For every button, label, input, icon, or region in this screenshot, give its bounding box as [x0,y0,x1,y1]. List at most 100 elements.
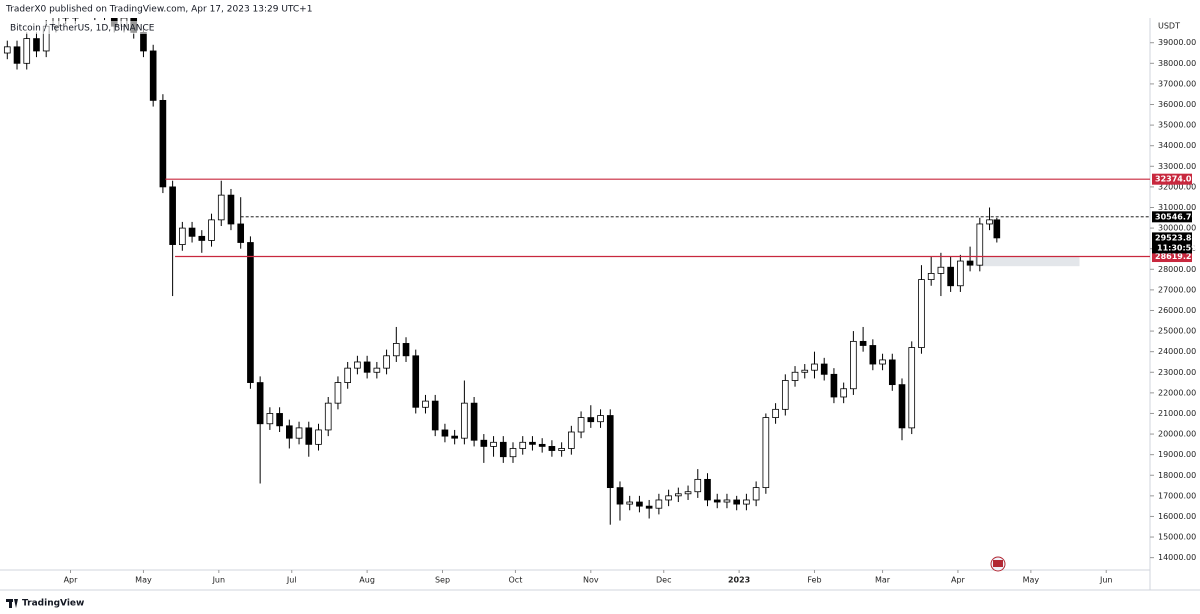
candle-body [830,373,838,398]
level-label: 32374.01 [1155,175,1197,184]
x-tick-label: Jul [286,576,297,585]
y-tick-label: 37000.00 [1158,79,1196,88]
candle-body [850,340,857,390]
candle-body [733,499,740,505]
candle-body [295,427,303,439]
candle-body [363,361,371,373]
footer-brand: TradingView [22,599,84,609]
candle-body [490,441,497,447]
candle-body [159,99,167,188]
candle-body [606,415,614,489]
candle-body [859,340,867,346]
y-tick-label: 14000.00 [1158,553,1196,562]
candle-body [509,448,517,458]
y-tick-label: 28000.00 [1158,265,1196,274]
y-tick-label: 31000.00 [1158,203,1196,212]
candle-body [247,242,254,383]
candle-body [675,493,682,497]
candle-body [927,273,935,280]
candle-body [937,266,945,274]
candle-body [169,186,176,245]
y-tick-label: 36000.00 [1158,100,1196,109]
candle-body [704,478,711,501]
candle-body [276,413,283,427]
y-tick-label: 25000.00 [1158,327,1196,336]
candle-body [538,443,546,447]
candle-body [888,359,896,386]
level-label-bg [1152,173,1192,185]
candle-body [188,227,196,237]
y-tick-label: 15000.00 [1158,533,1196,542]
candle-body [626,501,634,505]
currency-label: USDT [1158,22,1180,31]
candle-body [23,38,31,64]
logo-stem [9,599,12,608]
candle-body [993,219,1001,239]
y-tick-label: 20000.00 [1158,430,1196,439]
candle-body [743,499,750,505]
candle-body [597,415,604,423]
candle-body [33,38,40,52]
y-tick-label: 24000.00 [1158,347,1196,356]
x-tick-label: Jun [1099,576,1113,585]
header-text: TraderX0 published on TradingView.com, A… [5,5,312,15]
x-tick-label: Jun [212,576,226,585]
candle-body [402,343,410,357]
candle-body [13,46,21,64]
candle-body [665,495,672,501]
candle-body [558,448,565,451]
candle-body [305,427,313,445]
event-icon [990,556,1006,572]
candle-body [208,219,215,241]
candle-body [879,359,886,365]
level-label: 28619.26 [1155,252,1197,261]
candle-body [568,431,575,449]
legend: Bitcoin / TetherUS, 1D, BINANCE [10,24,155,34]
x-tick-label: May [135,576,152,585]
y-tick-label: 27000.00 [1158,285,1196,294]
level-label-bg [1152,251,1192,263]
candle-body [392,343,400,357]
countdown: 11:30:59 [1157,243,1197,252]
x-tick-label: Feb [807,576,821,585]
candle-body [645,505,653,509]
x-tick-label: Apr [64,576,79,585]
y-tick-label: 35000.00 [1158,121,1196,130]
candle-body [529,441,536,445]
candle-body [3,46,11,54]
x-tick-label: 2023 [728,576,750,585]
y-tick-label: 38000.00 [1158,59,1196,68]
logo-v [14,599,18,608]
candle-body [918,279,925,348]
legend-bg [6,21,176,34]
candle-body [227,194,235,225]
y-tick-label: 32000.00 [1158,182,1196,191]
x-tick-label: May [1023,576,1040,585]
candle-body [344,367,351,383]
candle-body [976,223,984,266]
zone [974,256,1080,267]
event-icon-flag [993,560,1003,567]
candle-body [957,260,964,287]
y-tick-label: 39000.00 [1158,38,1196,47]
x-tick-label: Mar [875,576,891,585]
candle-body [461,402,468,439]
candle-body [422,400,429,408]
candle-body [772,408,779,418]
candle-body [266,413,274,425]
x-tick-label: Sep [435,576,450,585]
candle-body [908,347,916,429]
candle-body [519,441,527,449]
y-tick-label: 23000.00 [1158,368,1196,377]
candle-body [713,499,721,503]
candle-body [762,417,770,489]
candle-body [840,388,847,398]
candle-body [966,260,974,266]
y-tick-label: 33000.00 [1158,162,1196,171]
last-price-bg [1152,232,1192,254]
candle-body [441,429,449,437]
y-tick-label: 22000.00 [1158,388,1196,397]
y-tick-label: 16000.00 [1158,512,1196,521]
